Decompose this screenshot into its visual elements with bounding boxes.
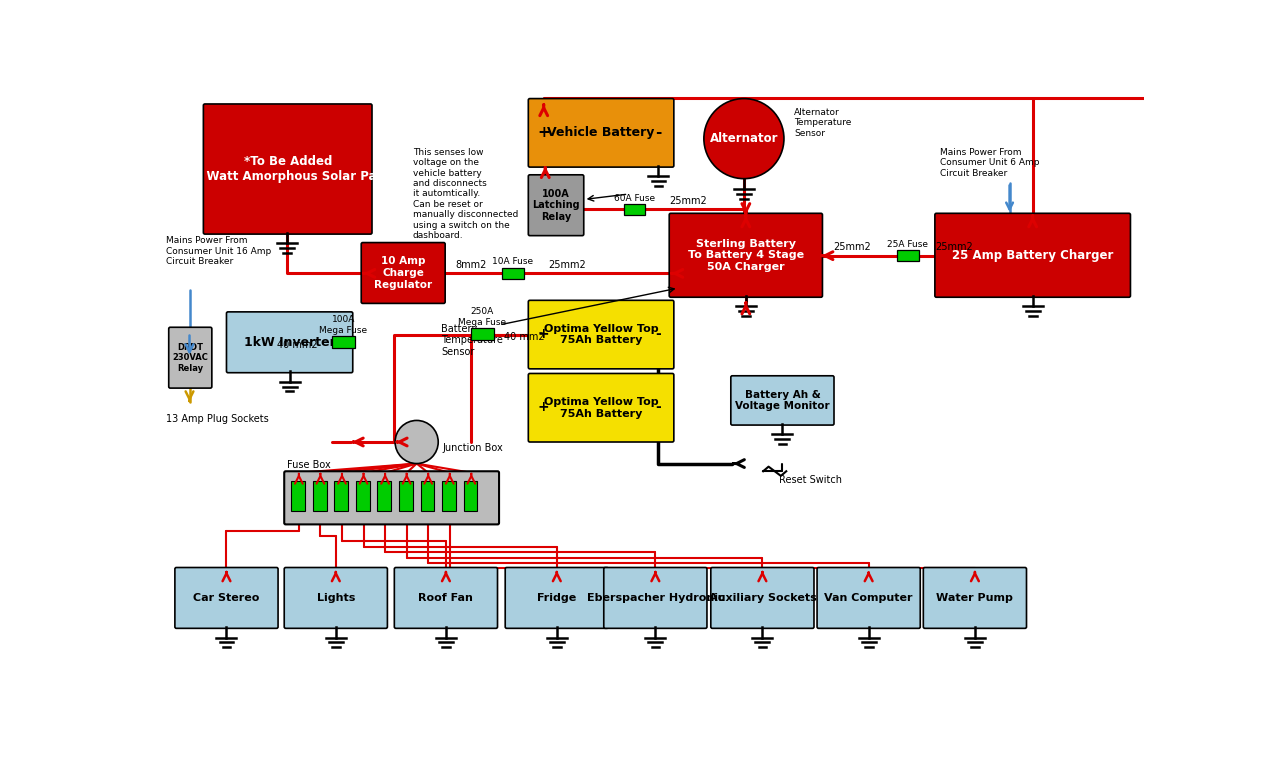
Text: 25mm2: 25mm2 — [669, 196, 708, 206]
Bar — [623, 204, 645, 215]
FancyBboxPatch shape — [528, 175, 584, 236]
FancyBboxPatch shape — [284, 568, 388, 628]
Circle shape — [704, 99, 784, 179]
Text: Van Computer: Van Computer — [825, 593, 913, 603]
Text: Car Stereo: Car Stereo — [194, 593, 260, 603]
Bar — [470, 328, 493, 340]
Bar — [332, 336, 354, 348]
Text: 100A
Latching
Relay: 100A Latching Relay — [532, 189, 580, 222]
FancyBboxPatch shape — [227, 312, 353, 373]
FancyBboxPatch shape — [284, 471, 499, 525]
Text: Battery Ah &
Voltage Monitor: Battery Ah & Voltage Monitor — [736, 390, 830, 411]
Text: 1kW Inverter: 1kW Inverter — [244, 336, 335, 348]
Text: 40 mm2: 40 mm2 — [504, 332, 544, 342]
Text: 25mm2: 25mm2 — [833, 242, 871, 252]
Bar — [334, 481, 348, 511]
Text: Optima Yellow Top
75Ah Battery: Optima Yellow Top 75Ah Battery — [543, 397, 658, 419]
Text: Vehicle Battery: Vehicle Battery — [547, 126, 655, 139]
FancyBboxPatch shape — [361, 243, 445, 303]
Text: Fridge: Fridge — [537, 593, 576, 603]
Text: DPDT
230VAC
Relay: DPDT 230VAC Relay — [172, 343, 208, 373]
Text: 60A Fuse: 60A Fuse — [615, 193, 655, 203]
FancyBboxPatch shape — [710, 568, 813, 628]
Text: Optima Yellow Top
75Ah Battery: Optima Yellow Top 75Ah Battery — [543, 324, 658, 345]
Bar — [421, 481, 435, 511]
Text: Mains Power From
Consumer Unit 6 Amp
Circuit Breaker: Mains Power From Consumer Unit 6 Amp Cir… — [940, 148, 1040, 178]
Text: -: - — [655, 125, 662, 140]
Text: 40 mm2: 40 mm2 — [277, 340, 317, 350]
Text: -: - — [655, 400, 662, 414]
Text: Reset Switch: Reset Switch — [779, 475, 842, 485]
FancyBboxPatch shape — [505, 568, 608, 628]
Text: Water Pump: Water Pump — [936, 593, 1014, 603]
Text: 8mm2: 8mm2 — [455, 259, 486, 269]
Text: 25mm2: 25mm2 — [936, 242, 973, 252]
Text: 10 Amp
Charge
Regulator: 10 Amp Charge Regulator — [374, 256, 432, 290]
FancyBboxPatch shape — [604, 568, 706, 628]
Text: Battery
Temperature
Sensor: Battery Temperature Sensor — [441, 323, 504, 357]
Bar — [442, 481, 456, 511]
Bar — [377, 481, 391, 511]
FancyBboxPatch shape — [528, 373, 674, 442]
Text: Sterling Battery
To Battery 4 Stage
50A Charger: Sterling Battery To Battery 4 Stage 50A … — [687, 239, 805, 272]
Text: 10A Fuse: 10A Fuse — [492, 258, 533, 266]
Text: *To Be Added
100 Watt Amorphous Solar Panel: *To Be Added 100 Watt Amorphous Solar Pa… — [179, 155, 397, 183]
Text: +: + — [537, 125, 550, 140]
Bar — [464, 481, 478, 511]
Text: Eberspacher Hydronic: Eberspacher Hydronic — [586, 593, 724, 603]
Text: 25mm2: 25mm2 — [548, 259, 585, 269]
FancyBboxPatch shape — [935, 213, 1131, 298]
Bar — [399, 481, 413, 511]
Circle shape — [395, 420, 439, 464]
Bar — [291, 481, 305, 511]
Text: Junction Box: Junction Box — [442, 443, 502, 453]
FancyBboxPatch shape — [731, 376, 834, 425]
FancyBboxPatch shape — [923, 568, 1026, 628]
Text: Fuse Box: Fuse Box — [287, 460, 332, 471]
Bar — [898, 251, 919, 261]
FancyBboxPatch shape — [528, 99, 674, 167]
FancyBboxPatch shape — [528, 301, 674, 369]
Bar — [356, 481, 370, 511]
Text: 100A
Mega Fuse: 100A Mega Fuse — [320, 316, 367, 334]
Text: Mains Power From
Consumer Unit 16 Amp
Circuit Breaker: Mains Power From Consumer Unit 16 Amp Ci… — [167, 236, 272, 266]
Bar — [312, 481, 326, 511]
Text: Lights: Lights — [316, 593, 354, 603]
FancyBboxPatch shape — [204, 104, 372, 234]
FancyBboxPatch shape — [394, 568, 497, 628]
Text: -: - — [655, 327, 662, 341]
FancyBboxPatch shape — [817, 568, 921, 628]
Text: This senses low
voltage on the
vehicle battery
and disconnects
it automtically.
: This senses low voltage on the vehicle b… — [413, 148, 518, 240]
FancyBboxPatch shape — [168, 327, 212, 388]
FancyBboxPatch shape — [669, 213, 822, 298]
Text: 25 Amp Battery Charger: 25 Amp Battery Charger — [952, 249, 1113, 262]
Text: 13 Amp Plug Sockets: 13 Amp Plug Sockets — [167, 413, 269, 424]
Text: +: + — [538, 400, 550, 414]
Text: +: + — [538, 327, 550, 341]
Text: 25A Fuse: 25A Fuse — [887, 240, 928, 249]
Text: Auxiliary Sockets: Auxiliary Sockets — [709, 593, 816, 603]
Bar — [502, 268, 524, 279]
Text: Alternator: Alternator — [710, 132, 778, 145]
Text: Roof Fan: Roof Fan — [418, 593, 473, 603]
FancyBboxPatch shape — [175, 568, 278, 628]
Text: 250A
Mega Fuse: 250A Mega Fuse — [458, 308, 506, 327]
Text: Alternator
Temperature
Sensor: Alternator Temperature Sensor — [794, 108, 852, 138]
